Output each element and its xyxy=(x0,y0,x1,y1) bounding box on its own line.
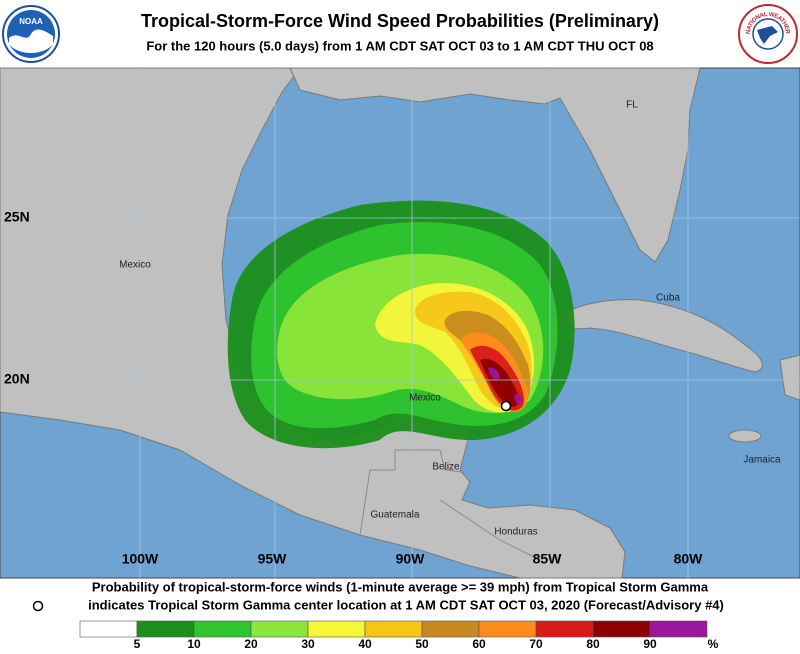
latitude-label: 20N xyxy=(4,371,30,387)
legend-unit: % xyxy=(708,637,719,651)
title: Tropical-Storm-Force Wind Speed Probabil… xyxy=(141,11,659,31)
legend-label: 50 xyxy=(415,637,429,651)
legend-label: 60 xyxy=(472,637,486,651)
legend: 5 10 20 30 40 50 60 70 80 90% xyxy=(79,620,719,651)
center-symbol xyxy=(32,600,44,612)
legend-label: 80 xyxy=(586,637,600,651)
legend-swatch xyxy=(307,620,366,638)
subtitle: For the 120 hours (5.0 days) from 1 AM C… xyxy=(146,38,653,53)
longitude-label: 100W xyxy=(122,551,159,567)
probability-area xyxy=(488,367,522,404)
place-label: Guatemala xyxy=(371,510,420,521)
legend-label: 10 xyxy=(187,637,201,651)
legend-swatch xyxy=(364,620,423,638)
longitude-label: 85W xyxy=(533,551,563,567)
footer-line2: indicates Tropical Storm Gamma center lo… xyxy=(88,597,724,612)
legend-swatch xyxy=(535,620,594,638)
place-label: Cuba xyxy=(656,293,680,304)
longitude-label: 90W xyxy=(396,551,426,567)
place-label: Mexico xyxy=(409,393,441,404)
latitude-label: 25N xyxy=(4,209,30,225)
legend-swatch xyxy=(79,620,138,638)
legend-swatch xyxy=(478,620,537,638)
map-labels: 25N 20N 100W 95W 90W 85W 80W FL Mexico Cuba Mexico… xyxy=(4,100,781,567)
place-label: Honduras xyxy=(494,527,537,538)
legend-label: 40 xyxy=(358,637,372,651)
noaa-text: NOAA xyxy=(19,17,43,26)
place-label: Belize xyxy=(432,462,460,473)
graticule xyxy=(0,68,800,578)
probability-areas xyxy=(227,200,575,449)
legend-label: 20 xyxy=(244,637,258,651)
legend-label: 30 xyxy=(301,637,315,651)
legend-swatch xyxy=(250,620,309,638)
map: 25N 20N 100W 95W 90W 85W 80W FL Mexico Cuba Mexico… xyxy=(0,67,800,579)
legend-swatch xyxy=(193,620,252,638)
footer-line1: Probability of tropical-storm-force wind… xyxy=(92,579,709,594)
place-label: Jamaica xyxy=(743,455,781,466)
place-label: FL xyxy=(626,100,638,111)
legend-swatch xyxy=(136,620,195,638)
legend-label: 90 xyxy=(643,637,657,651)
place-label: Mexico xyxy=(119,260,151,271)
legend-swatch xyxy=(421,620,480,638)
legend-label: 70 xyxy=(529,637,543,651)
land xyxy=(0,67,800,579)
storm-center xyxy=(500,400,512,412)
legend-label: 5 xyxy=(134,637,141,651)
legend-swatch xyxy=(592,620,651,638)
borders xyxy=(359,449,541,561)
longitude-label: 95W xyxy=(258,551,288,567)
longitude-label: 80W xyxy=(674,551,704,567)
legend-swatch xyxy=(649,620,708,638)
noaa-logo: NOAA xyxy=(2,5,60,63)
